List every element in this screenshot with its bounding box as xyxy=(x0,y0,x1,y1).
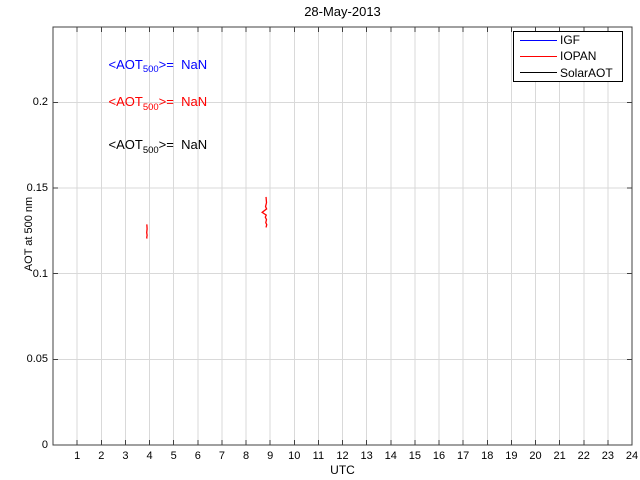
legend-line-sample xyxy=(520,39,557,41)
chart-title: 28-May-2013 xyxy=(304,4,381,19)
y-tick-label: 0.15 xyxy=(26,182,48,195)
legend-line-sample xyxy=(520,55,557,57)
x-tick-label: 10 xyxy=(288,450,301,462)
legend-entry-label: IOPAN xyxy=(560,49,597,64)
x-tick-label: 4 xyxy=(146,450,153,462)
annotation-aot500-mean: <AOT500>= NaN xyxy=(108,94,208,113)
legend: IGF IOPAN SolarAOT xyxy=(513,31,623,82)
x-tick-label: 8 xyxy=(242,450,250,462)
x-tick-label: 23 xyxy=(601,450,614,462)
x-tick-label: 2 xyxy=(98,450,105,462)
x-tick-label: 1 xyxy=(74,450,81,462)
x-tick-label: 15 xyxy=(408,450,421,462)
annotation-prefix: <AOT xyxy=(108,56,143,72)
annotation-aot500-mean: <AOT500>= NaN xyxy=(108,137,208,156)
y-tick-label: 0 xyxy=(41,439,48,451)
annotation-aot500-mean: <AOT500>= NaN xyxy=(108,56,208,76)
x-tick-label: 11 xyxy=(312,450,325,462)
annotation-subscript: 500 xyxy=(142,144,159,156)
annotation-suffix: >= NaN xyxy=(158,94,208,110)
x-tick-label: 17 xyxy=(457,450,470,462)
y-tick-label: 0.1 xyxy=(32,267,48,280)
x-tick-label: 14 xyxy=(384,450,397,462)
x-tick-label: 7 xyxy=(218,450,225,462)
x-tick-label: 16 xyxy=(432,450,446,462)
annotation-prefix: <AOT xyxy=(108,94,143,110)
x-tick-label: 12 xyxy=(336,450,349,462)
annotation-subscript: 500 xyxy=(142,64,159,76)
annotation-suffix: >= NaN xyxy=(158,137,208,153)
legend-entry-label: IGF xyxy=(560,33,580,48)
x-axis-label: UTC xyxy=(330,463,355,477)
legend-entry-label: SolarAOT xyxy=(560,65,613,80)
x-tick-label: 13 xyxy=(360,450,373,462)
x-tick-label: 21 xyxy=(553,450,566,462)
annotation-suffix: >= NaN xyxy=(158,56,208,72)
x-tick-label: 19 xyxy=(505,450,518,462)
y-tick-label: 0.05 xyxy=(26,353,48,366)
annotation-subscript: 500 xyxy=(142,101,159,113)
legend-line-sample xyxy=(520,72,557,74)
x-tick-label: 5 xyxy=(170,450,177,462)
x-tick-label: 24 xyxy=(625,450,639,462)
y-tick-label: 0.2 xyxy=(32,96,48,109)
x-tick-label: 22 xyxy=(577,450,590,462)
x-tick-label: 3 xyxy=(122,450,129,462)
x-tick-label: 18 xyxy=(481,450,494,462)
annotation-prefix: <AOT xyxy=(108,137,143,153)
x-tick-label: 6 xyxy=(194,450,201,462)
legend-entry-IGF: IGF xyxy=(514,32,622,48)
data-series-IOPAN xyxy=(261,196,268,228)
x-tick-label: 20 xyxy=(529,450,542,462)
legend-entry-SolarAOT: SolarAOT xyxy=(514,65,622,81)
legend-entry-IOPAN: IOPAN xyxy=(514,48,622,64)
x-tick-label: 9 xyxy=(267,450,274,462)
